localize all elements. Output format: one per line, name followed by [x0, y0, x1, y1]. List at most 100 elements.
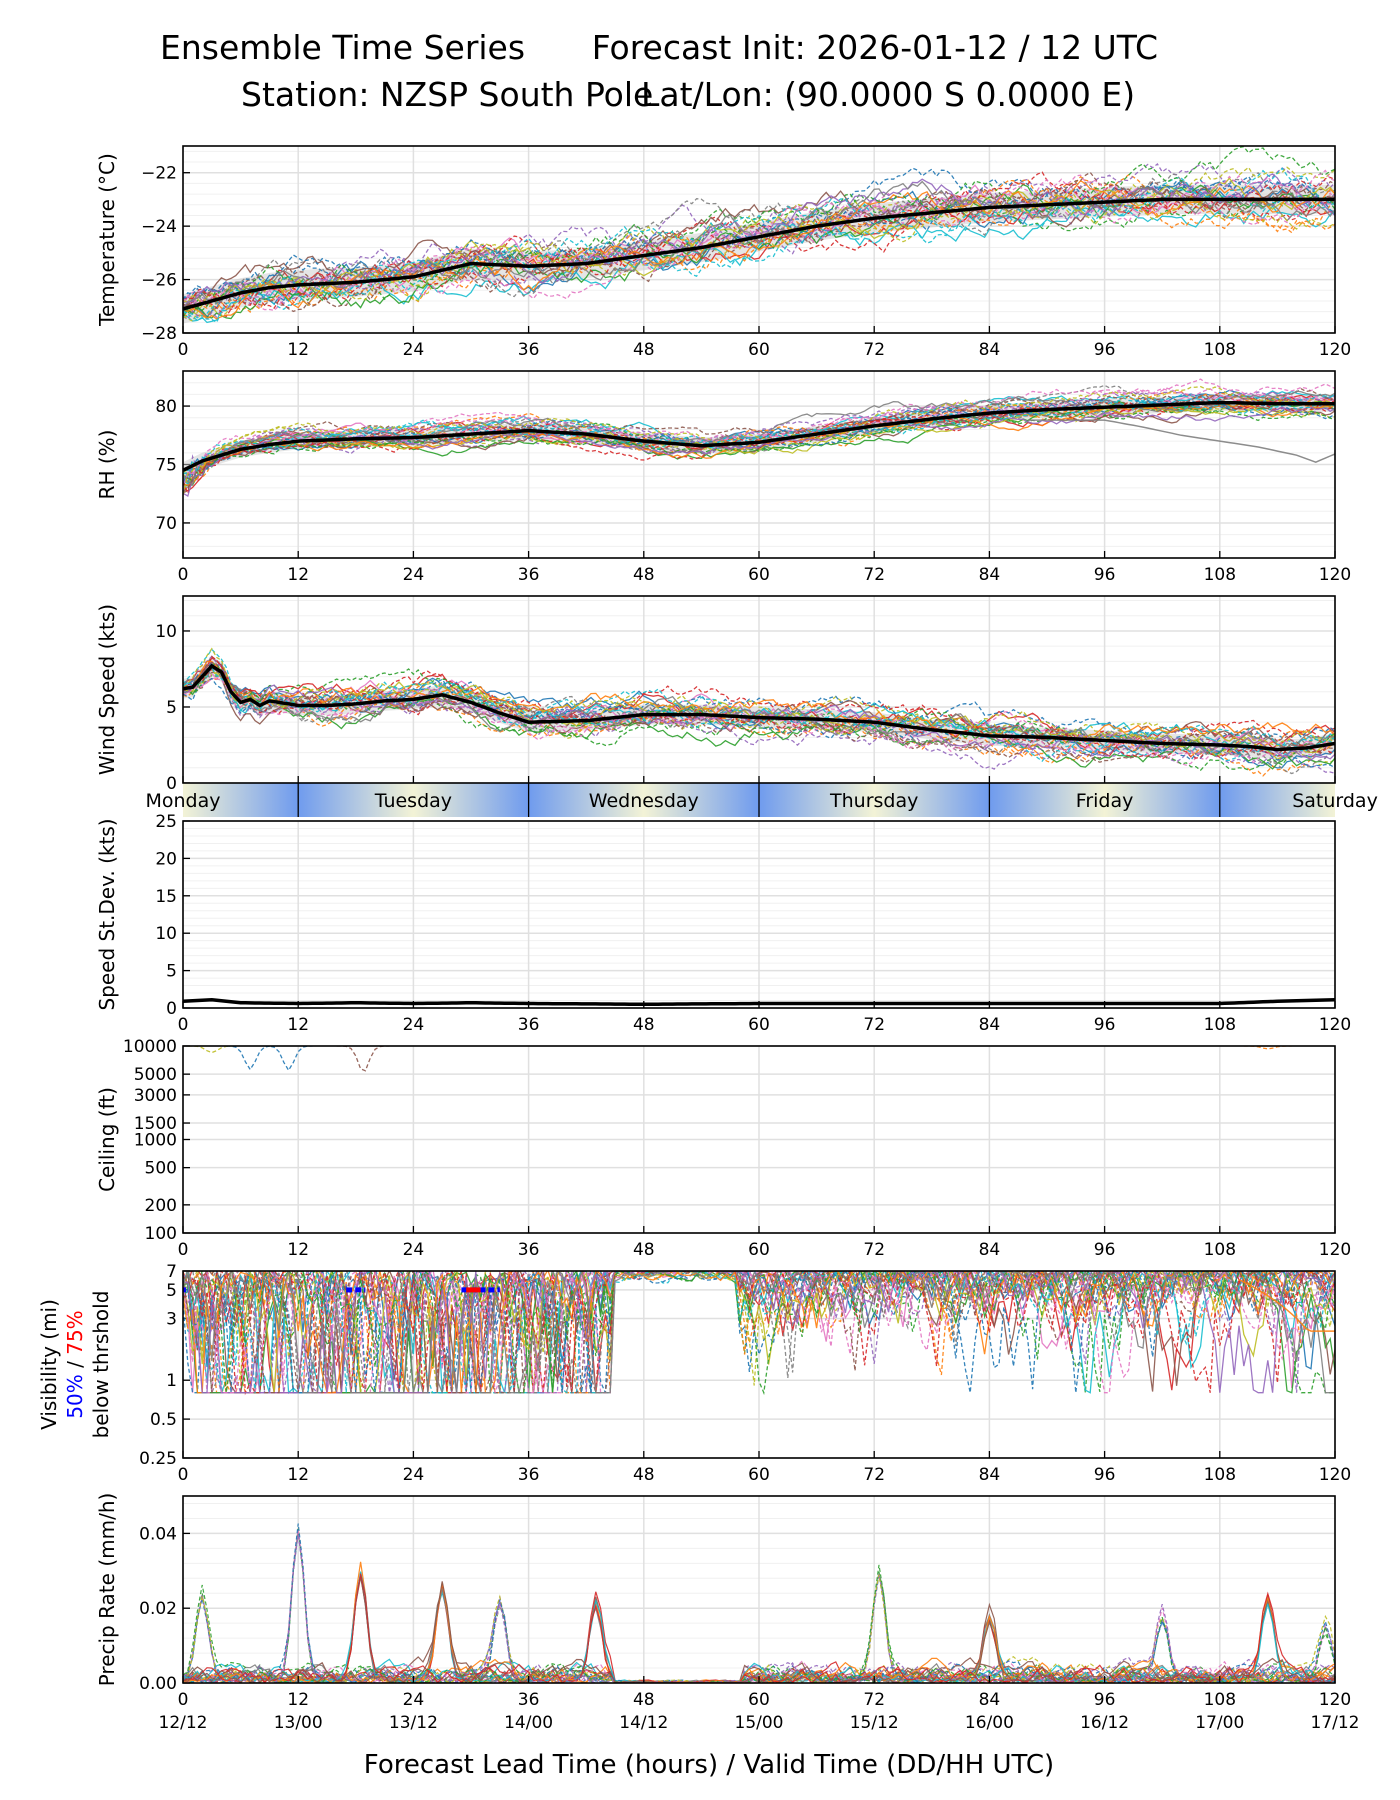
member-line: [183, 677, 1335, 769]
x-tick-label: 48: [633, 1465, 655, 1485]
y-axis-label: Speed St.Dev. (kts): [95, 818, 119, 1010]
member-line: [183, 1271, 1335, 1393]
latlon-title: Lat/Lon: (90.0000 S 0.0000 E): [641, 75, 1136, 114]
y-axis-label: Ceiling (ft): [95, 1087, 119, 1192]
member-line: [183, 648, 1335, 762]
member-line: [183, 201, 1335, 324]
x-tick-label: 36: [518, 1690, 540, 1710]
x-tick-label: 12: [287, 340, 309, 360]
x-tick-label: 96: [1094, 1015, 1116, 1035]
x-tick-label: 120: [1319, 340, 1351, 360]
frame-ceiling: 0 12 24 36 48 60 72 84 96 108 120: [178, 1045, 1351, 1260]
x-tick-label: 72: [863, 1240, 885, 1260]
forecast-init-title: Forecast Init: 2026-01-12 / 12 UTC: [591, 28, 1158, 67]
member-line: [183, 663, 1335, 772]
frame-rh: 0 12 24 36 48 60 72 84 96 108 120: [178, 370, 1351, 585]
member-line: [183, 1271, 1335, 1394]
y-tick-label: 75: [155, 456, 177, 476]
member-line: [183, 390, 1335, 486]
x-tick-label: 84: [979, 565, 1001, 585]
y-tick-label: 1500: [134, 1114, 177, 1134]
member-line: [183, 1271, 1335, 1394]
x-tick-label: 36: [518, 340, 540, 360]
x-tick-label: 108: [1204, 1240, 1236, 1260]
x-tick-label: 60: [748, 1015, 770, 1035]
x-tick-label: 0: [178, 1240, 189, 1260]
y-tick-label: −26: [141, 271, 177, 291]
x-tick-label: 120: [1319, 1015, 1351, 1035]
x-tick-label: 36: [518, 565, 540, 585]
panel-temperature: −28 −26 −24 −22 Temperature (°C): [95, 146, 1336, 344]
valid-time-label: 16/00: [965, 1713, 1014, 1733]
legend-50-percent: 50%: [63, 1374, 87, 1418]
visibility-threshold-label: below thrshold: [89, 1291, 113, 1439]
day-band: [183, 783, 299, 817]
x-tick-label: 48: [633, 1240, 655, 1260]
member-line: [183, 171, 1335, 313]
x-tick-label: 84: [979, 1240, 1001, 1260]
member-line: [1238, 1279, 1335, 1332]
valid-time-label: 14/12: [619, 1713, 668, 1733]
ensemble-mean-line: [183, 197, 1335, 311]
ceiling-dip-line: [226, 1046, 275, 1071]
y-tick-label: 80: [155, 397, 177, 417]
member-line: [183, 1271, 1335, 1394]
x-tick-label: 96: [1094, 340, 1116, 360]
x-tick-label: 96: [1094, 1690, 1116, 1710]
y-tick-label: −22: [141, 164, 177, 184]
station-title: Station: NZSP South Pole: [241, 75, 654, 114]
x-tick-label: 24: [403, 1465, 425, 1485]
valid-time-label: 17/12: [1311, 1713, 1360, 1733]
x-tick-label: 84: [979, 1015, 1001, 1035]
y-tick-label: 70: [155, 514, 177, 534]
x-tick-label: 12: [287, 1465, 309, 1485]
member-line: [183, 655, 1335, 774]
member-line: [183, 660, 1335, 752]
day-band: [989, 783, 1220, 817]
x-tick-label: 24: [403, 1240, 425, 1260]
y-tick-label: 10000: [123, 1037, 177, 1057]
y-tick-label: 200: [145, 1196, 177, 1216]
y-tick-label: 10: [155, 622, 177, 642]
frame-precip_rate: 0 12/12 12 13/00 24 13/12 36 14/00 48 14/12 60 15/0…: [159, 1495, 1360, 1733]
member-line: [183, 1271, 1335, 1394]
x-tick-label: 24: [403, 565, 425, 585]
member-line: [183, 663, 1335, 764]
y-axis-label: Wind Speed (kts): [95, 604, 119, 775]
member-line: [183, 667, 1335, 770]
frame-temperature: 0 12 24 36 48 60 72 84 96 108 120: [178, 145, 1351, 360]
x-tick-label: 120: [1319, 1240, 1351, 1260]
x-tick-label: 120: [1319, 565, 1351, 585]
x-tick-label: 0: [178, 340, 189, 360]
x-tick-label: 60: [748, 1465, 770, 1485]
plot-area: [183, 378, 1335, 497]
y-tick-label: −28: [141, 324, 177, 344]
member-line: [183, 385, 1335, 496]
y-tick-label: 100: [145, 1224, 177, 1244]
y-axis-label: Visibility (mi): [37, 1299, 61, 1430]
y-tick-label: 25: [155, 812, 177, 832]
panel-wind_speed: 0 5 10 Wind Speed (kts): [95, 596, 1336, 794]
member-line: [183, 662, 1335, 761]
x-tick-label: 120: [1319, 1690, 1351, 1710]
x-tick-label: 48: [633, 1690, 655, 1710]
x-tick-label: 108: [1204, 565, 1236, 585]
x-tick-label: 0: [178, 1690, 189, 1710]
member-line: [183, 177, 1335, 305]
x-tick-label: 48: [633, 1015, 655, 1035]
x-tick-label: 0: [178, 565, 189, 585]
x-tick-label: 36: [518, 1015, 540, 1035]
plot-area: [187, 1046, 1292, 1072]
x-tick-label: 108: [1204, 340, 1236, 360]
y-tick-label: 0: [166, 999, 177, 1019]
valid-time-label: 13/12: [389, 1713, 438, 1733]
x-tick-label: 12: [287, 1240, 309, 1260]
day-band: [759, 783, 990, 817]
y-axis-label: RH (%): [95, 430, 119, 500]
day-label-friday: Friday: [1076, 790, 1134, 812]
member-line: [183, 400, 1335, 475]
x-tick-label: 60: [748, 565, 770, 585]
x-tick-label: 48: [633, 565, 655, 585]
